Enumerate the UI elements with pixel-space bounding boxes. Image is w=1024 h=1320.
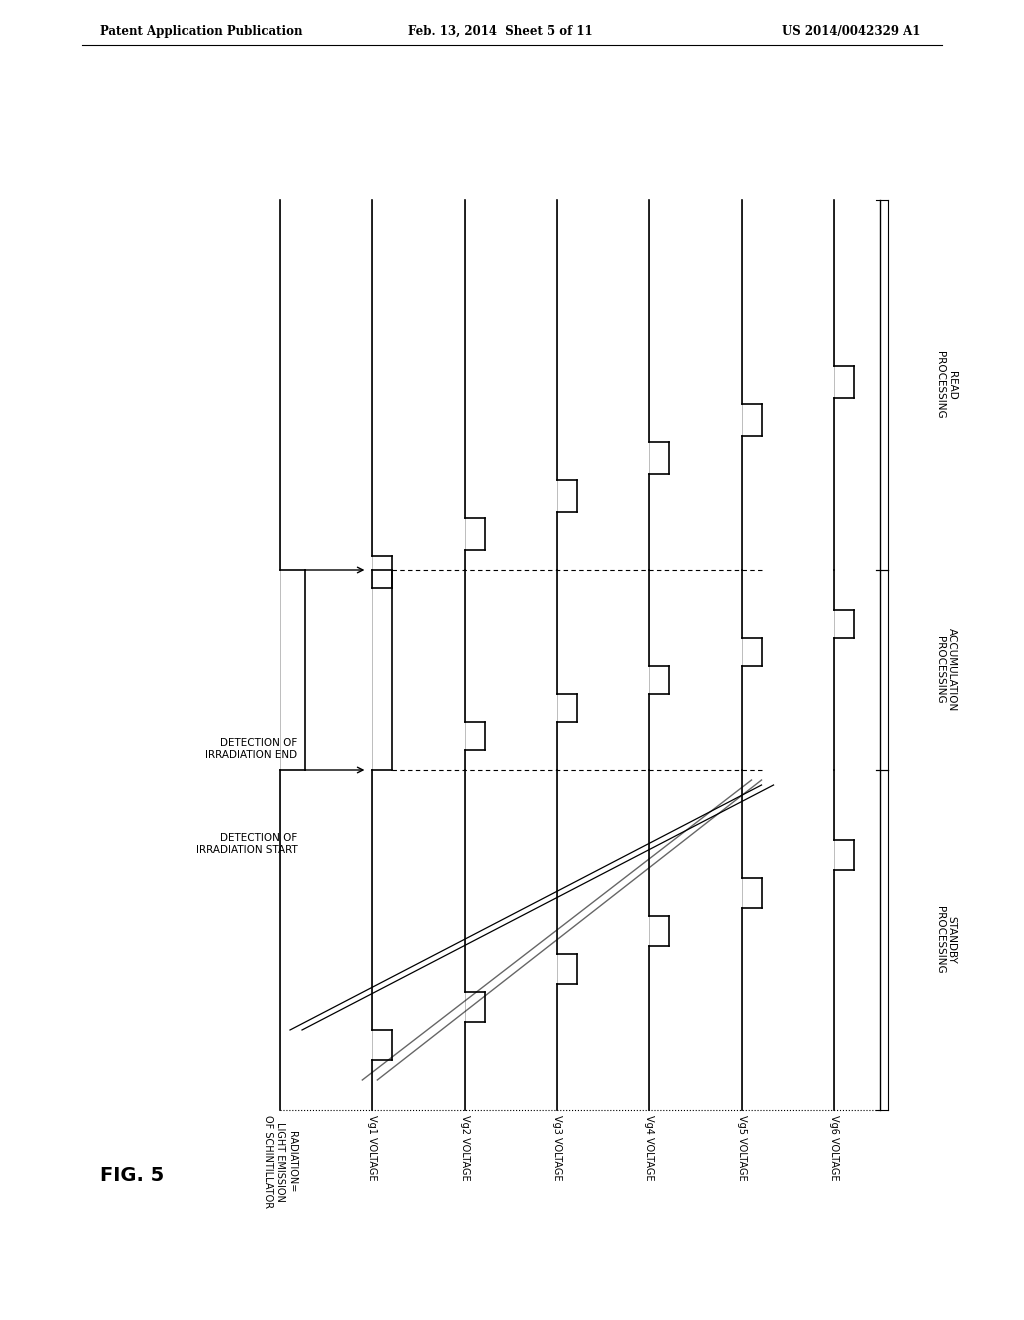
Text: DETECTION OF
IRRADIATION START: DETECTION OF IRRADIATION START	[196, 833, 297, 855]
Text: Patent Application Publication: Patent Application Publication	[100, 25, 302, 38]
Text: READ
PROCESSING: READ PROCESSING	[935, 351, 956, 418]
Text: Vg2 VOLTAGE: Vg2 VOLTAGE	[460, 1115, 470, 1180]
Text: RADIATION=
LIGHT EMISSION
OF SCHINTILLATOR: RADIATION= LIGHT EMISSION OF SCHINTILLAT…	[263, 1115, 297, 1208]
Text: FIG. 5: FIG. 5	[100, 1166, 164, 1185]
Text: ACCUMULATION
PROCESSING: ACCUMULATION PROCESSING	[935, 628, 956, 711]
Text: Feb. 13, 2014  Sheet 5 of 11: Feb. 13, 2014 Sheet 5 of 11	[408, 25, 592, 38]
Text: Vg5 VOLTAGE: Vg5 VOLTAGE	[736, 1115, 746, 1180]
Text: Vg6 VOLTAGE: Vg6 VOLTAGE	[828, 1115, 839, 1180]
Text: Vg1 VOLTAGE: Vg1 VOLTAGE	[368, 1115, 377, 1180]
Text: STANDBY
PROCESSING: STANDBY PROCESSING	[935, 907, 956, 974]
Text: US 2014/0042329 A1: US 2014/0042329 A1	[781, 25, 920, 38]
Text: Vg4 VOLTAGE: Vg4 VOLTAGE	[644, 1115, 654, 1180]
Text: DETECTION OF
IRRADIATION END: DETECTION OF IRRADIATION END	[205, 738, 297, 760]
Text: Vg3 VOLTAGE: Vg3 VOLTAGE	[552, 1115, 562, 1180]
